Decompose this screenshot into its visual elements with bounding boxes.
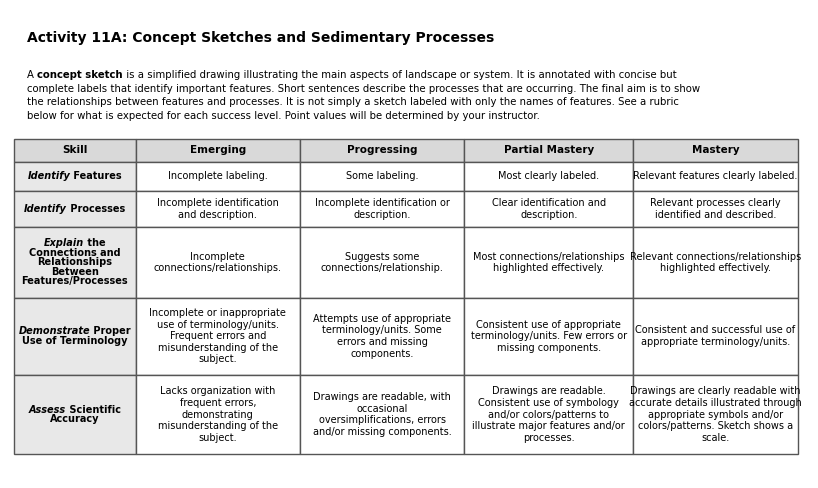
Text: Partial Mastery: Partial Mastery: [504, 145, 594, 155]
Text: Between: Between: [51, 267, 99, 277]
Text: Skill: Skill: [62, 145, 88, 155]
Text: Connections and: Connections and: [29, 248, 120, 258]
Text: Clear identification and
description.: Clear identification and description.: [492, 198, 606, 220]
Bar: [136, 162, 300, 190]
Text: Incomplete
connections/relationships.: Incomplete connections/relationships.: [154, 251, 282, 273]
Text: Most clearly labeled.: Most clearly labeled.: [498, 171, 600, 181]
Text: Accuracy: Accuracy: [50, 414, 100, 424]
Bar: [14, 227, 136, 298]
Text: Relevant features clearly labeled.: Relevant features clearly labeled.: [633, 171, 798, 181]
Text: Scientific: Scientific: [66, 405, 121, 415]
Text: Drawings are readable.
Consistent use of symbology
and/or colors/patterns to
ill: Drawings are readable. Consistent use of…: [473, 386, 625, 443]
Text: Use of Terminology: Use of Terminology: [22, 336, 128, 346]
Text: the relationships between features and processes. It is not simply a sketch labe: the relationships between features and p…: [27, 97, 679, 107]
Text: Attempts use of appropriate
terminology/units. Some
errors and missing
component: Attempts use of appropriate terminology/…: [313, 314, 452, 359]
Text: Incomplete identification
and description.: Incomplete identification and descriptio…: [157, 198, 279, 220]
Text: Incomplete labeling.: Incomplete labeling.: [168, 171, 267, 181]
Text: Consistent use of appropriate
terminology/units. Few errors or
missing component: Consistent use of appropriate terminolog…: [471, 320, 627, 353]
Text: Relevant processes clearly
identified and described.: Relevant processes clearly identified an…: [650, 198, 781, 220]
Bar: [633, 139, 798, 162]
Text: Identify: Identify: [28, 171, 70, 181]
Text: Proper: Proper: [90, 326, 131, 337]
Text: Progressing: Progressing: [347, 145, 417, 155]
Bar: [14, 162, 136, 190]
Text: Drawings are clearly readable with
accurate details illustrated through
appropri: Drawings are clearly readable with accur…: [629, 386, 802, 443]
Bar: [633, 190, 798, 227]
Bar: [465, 190, 633, 227]
Text: Suggests some
connections/relationship.: Suggests some connections/relationship.: [321, 251, 443, 273]
Text: Assess: Assess: [29, 405, 66, 415]
Bar: [465, 375, 633, 454]
Text: Some labeling.: Some labeling.: [346, 171, 418, 181]
Bar: [300, 190, 465, 227]
Text: below for what is expected for each success level. Point values will be determin: below for what is expected for each succ…: [27, 111, 540, 121]
Bar: [136, 139, 300, 162]
Bar: [14, 190, 136, 227]
Bar: [465, 139, 633, 162]
Text: Drawings are readable, with
occasional
oversimplifications, errors
and/or missin: Drawings are readable, with occasional o…: [312, 392, 452, 437]
Text: Demonstrate: Demonstrate: [19, 326, 90, 337]
Text: Relevant connections/relationships
highlighted effectively.: Relevant connections/relationships highl…: [630, 251, 801, 273]
Text: Incomplete identification or
description.: Incomplete identification or description…: [315, 198, 450, 220]
Text: Features: Features: [70, 171, 122, 181]
Bar: [465, 298, 633, 375]
Bar: [136, 227, 300, 298]
Text: is a simplified drawing illustrating the main aspects of landscape or system. It: is a simplified drawing illustrating the…: [123, 70, 676, 80]
Bar: [14, 139, 136, 162]
Bar: [14, 298, 136, 375]
Bar: [136, 375, 300, 454]
Text: Processes: Processes: [67, 204, 125, 214]
Bar: [14, 375, 136, 454]
Text: the: the: [84, 238, 106, 248]
Text: Most connections/relationships
highlighted effectively.: Most connections/relationships highlight…: [473, 251, 625, 273]
Text: Incomplete or inappropriate
use of terminology/units.
Frequent errors and
misund: Incomplete or inappropriate use of termi…: [150, 308, 286, 365]
Text: Relationships: Relationships: [38, 257, 112, 267]
Bar: [300, 227, 465, 298]
Text: Emerging: Emerging: [190, 145, 246, 155]
Bar: [300, 298, 465, 375]
Bar: [465, 227, 633, 298]
Text: Activity 11A: Concept Sketches and Sedimentary Processes: Activity 11A: Concept Sketches and Sedim…: [27, 31, 494, 45]
Bar: [300, 139, 465, 162]
Text: complete labels that identify important features. Short sentences describe the p: complete labels that identify important …: [27, 84, 700, 94]
Bar: [300, 375, 465, 454]
Text: A: A: [27, 70, 37, 80]
Bar: [633, 298, 798, 375]
Text: Explain: Explain: [44, 238, 84, 248]
Text: Identify: Identify: [25, 204, 67, 214]
Bar: [300, 162, 465, 190]
Bar: [136, 190, 300, 227]
Text: Features/Processes: Features/Processes: [21, 276, 128, 286]
Text: Consistent and successful use of
appropriate terminology/units.: Consistent and successful use of appropr…: [636, 325, 796, 347]
Bar: [633, 375, 798, 454]
Text: Lacks organization with
frequent errors,
demonstrating
misunderstanding of the
s: Lacks organization with frequent errors,…: [158, 386, 278, 443]
Bar: [633, 162, 798, 190]
Bar: [136, 298, 300, 375]
Text: concept sketch: concept sketch: [37, 70, 123, 80]
Bar: [633, 227, 798, 298]
Text: Mastery: Mastery: [692, 145, 739, 155]
Bar: [465, 162, 633, 190]
